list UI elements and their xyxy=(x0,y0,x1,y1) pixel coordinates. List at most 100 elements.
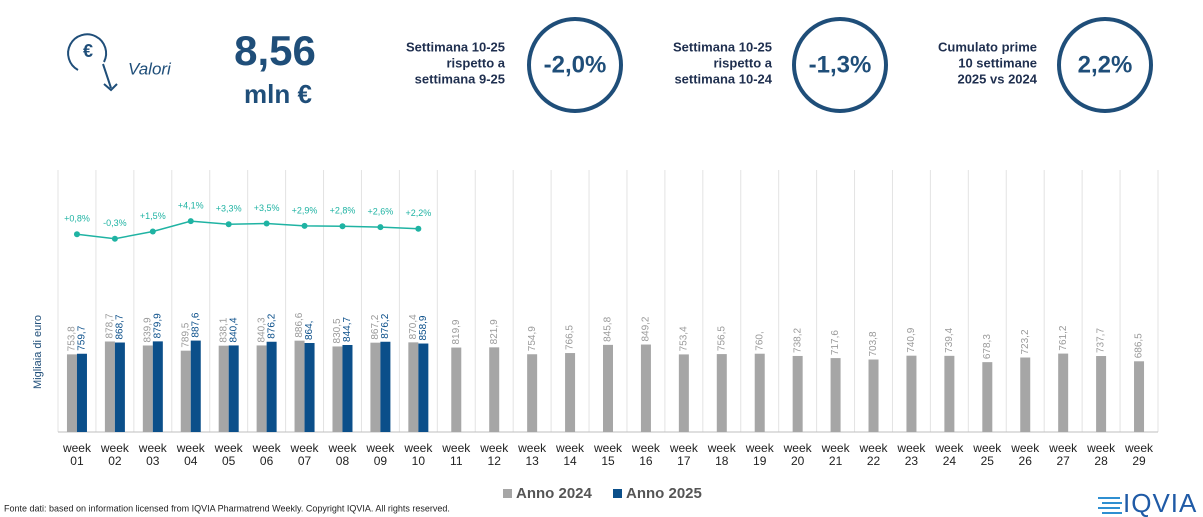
line-label: +2,6% xyxy=(368,206,394,216)
kpi-text: Settimana 10-25 xyxy=(406,39,505,54)
bar xyxy=(342,344,353,432)
x-tick-label: week 28 xyxy=(1087,441,1116,468)
x-tick-label: week 04 xyxy=(176,441,205,468)
x-tick-label: week 17 xyxy=(669,441,698,468)
x-tick-label: week 08 xyxy=(328,441,357,468)
euro-icon: € xyxy=(67,33,118,92)
value-label: 864, xyxy=(304,321,315,340)
value-label: 830,5 xyxy=(332,318,343,343)
line-point xyxy=(111,235,118,242)
value-label: 753,4 xyxy=(679,326,690,351)
value-label: 867,2 xyxy=(370,314,381,339)
value-label: 858,9 xyxy=(418,315,429,340)
value-label: 717,6 xyxy=(830,330,841,355)
kpi-text: rispetto a xyxy=(713,55,772,70)
line-point xyxy=(73,231,80,238)
x-tick-label: week 16 xyxy=(631,441,660,468)
x-tick-label: week 18 xyxy=(707,441,736,468)
bar xyxy=(868,359,879,432)
bar xyxy=(294,340,305,432)
line xyxy=(76,220,419,240)
bar xyxy=(603,344,613,432)
value-label: 878,7 xyxy=(105,313,116,338)
x-tick-label: week 24 xyxy=(935,441,964,468)
kpi-value: -1,3% xyxy=(809,51,872,78)
x-tick-label: week 26 xyxy=(1011,441,1040,468)
bar xyxy=(266,341,277,432)
line-label: +0,8% xyxy=(64,214,90,224)
x-tick-label: week 10 xyxy=(404,441,433,468)
value-label: 876,2 xyxy=(266,313,277,338)
bar xyxy=(228,345,239,432)
kpi-text: 2025 vs 2024 xyxy=(957,71,1037,86)
value-label: 838,1 xyxy=(218,317,229,342)
line-point xyxy=(301,222,308,229)
x-tick-label: week 25 xyxy=(973,441,1002,468)
value-label: 845,8 xyxy=(603,316,614,341)
line-point xyxy=(377,224,384,231)
value-label: 738,2 xyxy=(792,328,803,353)
value-label: 686,5 xyxy=(1134,333,1145,358)
kpi-text: settimana 9-25 xyxy=(415,71,505,86)
x-tick-label: week 21 xyxy=(821,441,850,468)
line-point xyxy=(187,218,194,225)
bar xyxy=(451,347,462,432)
bar xyxy=(66,354,77,432)
value-label: 870,4 xyxy=(408,314,419,339)
x-tick-label: week 09 xyxy=(366,441,395,468)
logo: IQVIA xyxy=(1098,488,1196,517)
bar xyxy=(418,343,429,432)
bar xyxy=(256,345,267,432)
value-label: 821,9 xyxy=(489,319,500,344)
value-label: 868,7 xyxy=(115,314,126,339)
kpi-value: 2,2% xyxy=(1078,51,1133,78)
line-label: +3,5% xyxy=(254,203,280,213)
line-point xyxy=(339,223,346,230)
y-axis-label: Migliaia di euro xyxy=(32,315,44,389)
value-label: 760, xyxy=(754,331,765,350)
value-label: 819,9 xyxy=(451,319,462,344)
bar xyxy=(716,354,727,432)
kpi-text: Cumulato prime xyxy=(938,39,1037,54)
value-label: 756,5 xyxy=(716,326,727,351)
bar xyxy=(754,353,765,432)
bar xyxy=(142,345,153,432)
bar xyxy=(152,341,163,432)
value-label: 766,5 xyxy=(565,325,576,350)
x-tick-label: week 11 xyxy=(442,441,471,468)
x-tick-label: week 03 xyxy=(138,441,167,468)
footer: Fonte dati: based on information license… xyxy=(4,503,450,513)
x-tick-label: week 07 xyxy=(290,441,319,468)
line-label: -0,3% xyxy=(103,218,127,228)
bar xyxy=(408,342,419,432)
x-tick-label: week 06 xyxy=(252,441,281,468)
value-label: 849,2 xyxy=(641,316,652,341)
x-tick-label: week 15 xyxy=(593,441,622,468)
bar xyxy=(190,340,201,432)
x-tick-label: week 22 xyxy=(859,441,888,468)
svg-text:€: € xyxy=(83,41,93,61)
header-label: Valori xyxy=(128,59,172,78)
bar xyxy=(678,354,689,432)
kpi-text: rispetto a xyxy=(446,55,505,70)
value-label: 754,9 xyxy=(527,326,538,351)
value-label: 723,2 xyxy=(1020,329,1031,354)
header-unit: mln € xyxy=(244,79,312,109)
kpi-text: Settimana 10-25 xyxy=(673,39,772,54)
x-tick-label: week 29 xyxy=(1125,441,1154,468)
x-tick-label: week 27 xyxy=(1049,441,1078,468)
bar xyxy=(640,344,651,432)
x-tick-label: week 12 xyxy=(480,441,509,468)
bar xyxy=(1020,357,1031,432)
line-label: +2,2% xyxy=(405,208,431,218)
value-label: 678,3 xyxy=(982,334,993,359)
value-label: 839,9 xyxy=(142,317,153,342)
legend-label: Anno 2025 xyxy=(626,485,702,502)
bar xyxy=(792,355,803,432)
kpi-text: 10 settimane xyxy=(958,55,1037,70)
header-value: 8,56 xyxy=(234,27,316,74)
value-label: 876,2 xyxy=(380,313,391,338)
value-label: 879,9 xyxy=(152,313,163,338)
